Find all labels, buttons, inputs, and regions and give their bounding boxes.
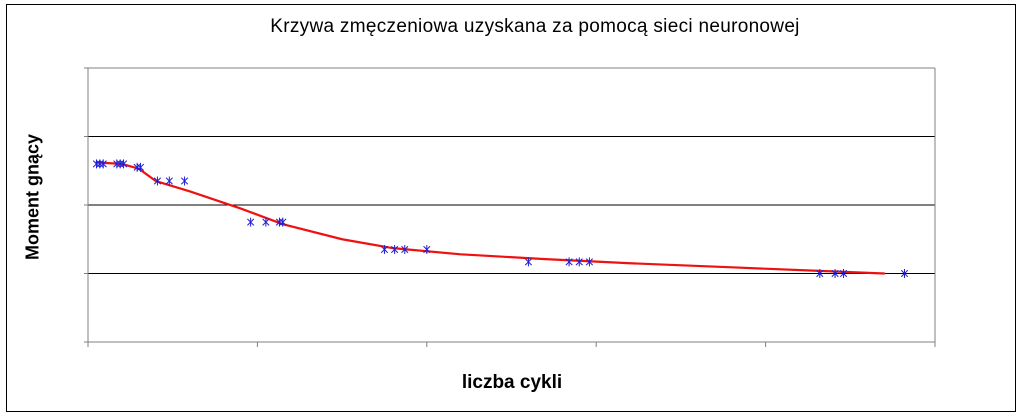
data-point xyxy=(839,269,848,278)
x-axis-label: liczba cykli xyxy=(461,372,563,393)
data-point xyxy=(380,245,389,255)
data-point xyxy=(423,245,431,255)
asterisk-stroke xyxy=(275,218,284,226)
asterisk-stroke xyxy=(136,163,145,171)
chart-frame xyxy=(6,4,1016,412)
data-point xyxy=(165,176,173,186)
asterisk-stroke xyxy=(92,160,101,168)
data-point xyxy=(401,245,409,255)
asterisk-stroke xyxy=(180,177,189,185)
asterisk-stroke xyxy=(380,245,389,254)
data-point xyxy=(831,269,839,278)
asterisk-stroke xyxy=(831,269,839,278)
asterisk-stroke xyxy=(279,218,287,226)
data-point xyxy=(565,257,573,267)
asterisk-stroke xyxy=(565,258,573,266)
asterisk-stroke xyxy=(133,163,141,171)
data-point xyxy=(92,159,101,169)
data-point xyxy=(585,257,594,267)
asterisk-stroke xyxy=(391,245,399,254)
data-point xyxy=(524,257,533,267)
asterisk-stroke xyxy=(116,160,124,168)
data-point xyxy=(136,162,145,172)
data-point xyxy=(99,159,107,169)
asterisk-stroke xyxy=(113,160,121,168)
chart-title: Krzywa zmęczeniowa uzyskana za pomocą si… xyxy=(270,16,800,37)
asterisk-stroke xyxy=(96,160,104,168)
asterisk-stroke xyxy=(401,245,409,254)
data-point xyxy=(180,176,189,186)
asterisk-stroke xyxy=(262,218,270,226)
data-point xyxy=(391,245,399,255)
data-point xyxy=(575,257,583,267)
asterisk-stroke xyxy=(575,258,583,266)
asterisk-stroke xyxy=(585,258,594,266)
data-point xyxy=(262,217,270,227)
data-point xyxy=(900,269,909,278)
asterisk-stroke xyxy=(153,177,162,185)
asterisk-stroke xyxy=(165,177,173,185)
data-point xyxy=(816,269,824,278)
asterisk-stroke xyxy=(839,269,848,278)
asterisk-stroke xyxy=(247,218,255,226)
asterisk-stroke xyxy=(524,258,533,266)
data-point xyxy=(279,217,287,227)
fit-curve xyxy=(95,161,886,275)
asterisk-stroke xyxy=(900,269,909,278)
data-point xyxy=(153,176,162,186)
asterisk-stroke xyxy=(119,160,128,168)
data-point xyxy=(247,217,255,227)
asterisk-stroke xyxy=(423,245,431,254)
asterisk-stroke xyxy=(99,160,107,168)
asterisk-stroke xyxy=(816,269,824,278)
data-point xyxy=(119,159,128,169)
